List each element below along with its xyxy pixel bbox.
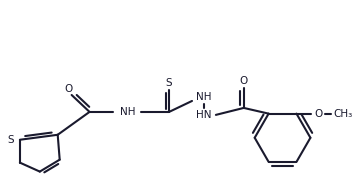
Text: CH₃: CH₃ [333, 109, 353, 119]
Text: S: S [166, 78, 172, 88]
Text: NH: NH [196, 92, 212, 102]
Text: O: O [240, 76, 248, 86]
Text: O: O [64, 84, 73, 94]
Text: O: O [314, 109, 322, 119]
Text: HN: HN [196, 110, 212, 120]
Text: S: S [7, 135, 14, 145]
Text: NH: NH [120, 107, 135, 117]
